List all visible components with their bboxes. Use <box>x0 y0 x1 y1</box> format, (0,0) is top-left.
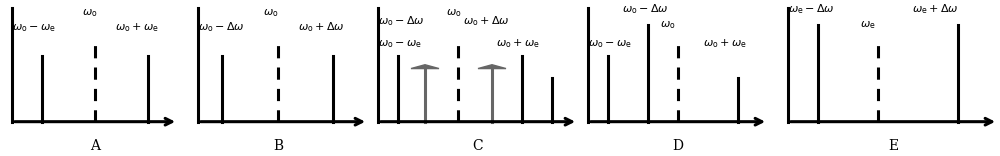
Text: $\omega_{\rm o}+\omega_{\rm e}$: $\omega_{\rm o}+\omega_{\rm e}$ <box>496 37 540 50</box>
Text: $\omega_{\rm o}+\omega_{\rm e}$: $\omega_{\rm o}+\omega_{\rm e}$ <box>115 22 159 34</box>
Text: $\omega_{\rm o}-\Delta\omega$: $\omega_{\rm o}-\Delta\omega$ <box>198 21 244 34</box>
Text: $\omega_{\rm e}+\Delta\omega$: $\omega_{\rm e}+\Delta\omega$ <box>912 2 959 16</box>
Text: $\omega_{\rm o}$: $\omega_{\rm o}$ <box>446 7 462 19</box>
Text: $\omega_{\rm o}-\Delta\omega$: $\omega_{\rm o}-\Delta\omega$ <box>378 14 424 28</box>
Text: $\omega_{\rm o}-\Delta\omega$: $\omega_{\rm o}-\Delta\omega$ <box>622 2 668 16</box>
Text: $\omega_{\rm o}$: $\omega_{\rm o}$ <box>82 7 98 19</box>
Text: $\omega_{\rm o}-\omega_{\rm e}$: $\omega_{\rm o}-\omega_{\rm e}$ <box>378 38 422 50</box>
Text: $\omega_{\rm o}-\omega_{\rm e}$: $\omega_{\rm o}-\omega_{\rm e}$ <box>12 22 56 34</box>
Text: D: D <box>672 139 684 153</box>
Text: $\omega_{\rm o}+\omega_{\rm e}$: $\omega_{\rm o}+\omega_{\rm e}$ <box>703 37 747 50</box>
Text: $\omega_{\rm o}+\Delta\omega$: $\omega_{\rm o}+\Delta\omega$ <box>463 14 509 28</box>
Text: $\omega_{\rm e}$: $\omega_{\rm e}$ <box>860 19 876 31</box>
Text: E: E <box>888 139 898 153</box>
Text: $\omega_{\rm o}-\omega_{\rm e}$: $\omega_{\rm o}-\omega_{\rm e}$ <box>588 38 632 50</box>
Polygon shape <box>411 65 439 69</box>
Text: $\omega_{\rm o}$: $\omega_{\rm o}$ <box>263 7 279 19</box>
Polygon shape <box>478 65 506 69</box>
Text: A: A <box>90 139 100 153</box>
Text: C: C <box>473 139 483 153</box>
Text: $\omega_{\rm o}+\Delta\omega$: $\omega_{\rm o}+\Delta\omega$ <box>298 21 344 34</box>
Text: $\omega_{\rm e}-\Delta\omega$: $\omega_{\rm e}-\Delta\omega$ <box>788 2 835 16</box>
Text: $\omega_{\rm o}$: $\omega_{\rm o}$ <box>660 19 676 31</box>
Text: B: B <box>273 139 283 153</box>
